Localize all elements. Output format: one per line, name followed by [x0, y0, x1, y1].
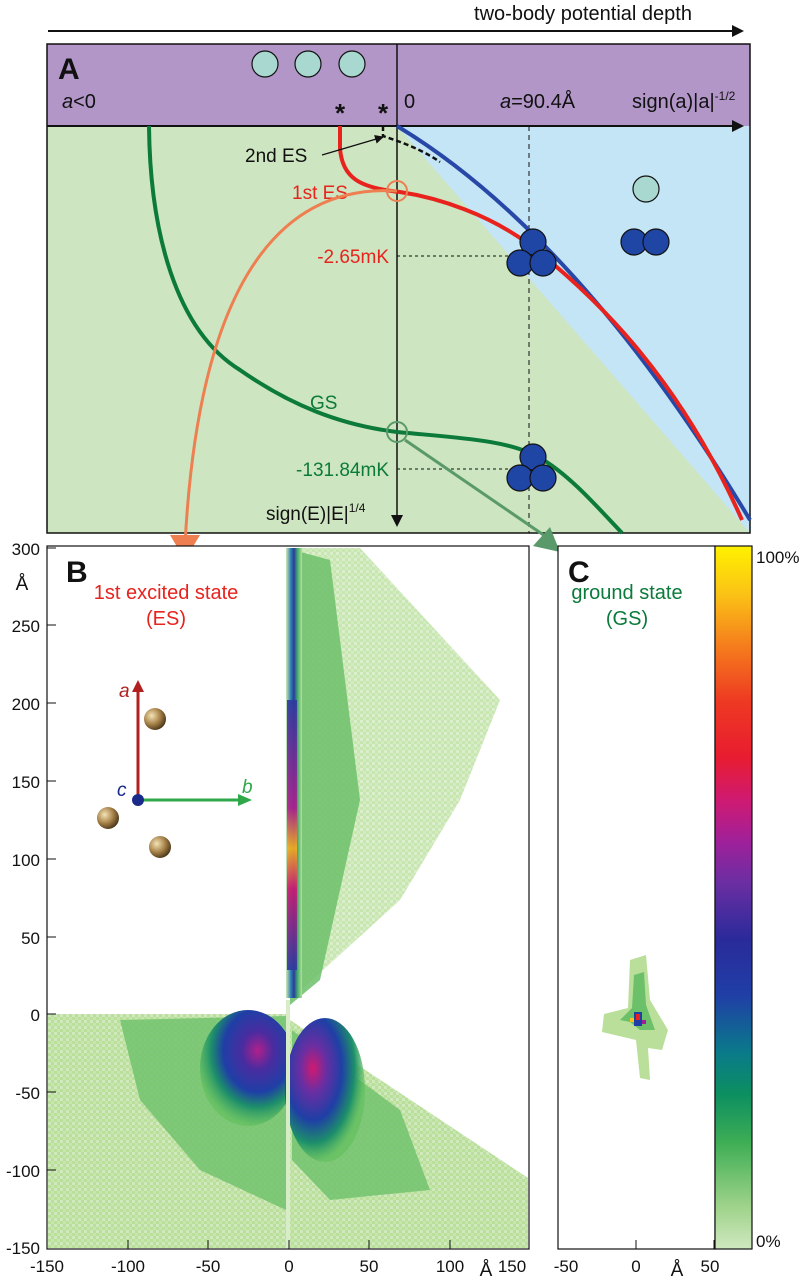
gs-connector-arrowhead	[533, 527, 560, 552]
x-tick-label: -150	[30, 1257, 64, 1276]
panel-b-x-axis: -150 -100 -50 0 50 100 150 Å	[30, 1240, 526, 1280]
atom-ball-icon	[97, 807, 119, 829]
atom-icon	[251, 50, 279, 78]
gs-density-peak	[636, 1014, 640, 1020]
a-axis-label: a	[119, 681, 130, 702]
panel-b: B 1st excited state (ES) a b c	[6, 540, 530, 1280]
y-axis-label: sign(E)|E|1/4	[266, 501, 366, 525]
a-value-label: a=90.4Å	[500, 90, 576, 113]
gs-energy: -131.84mK	[296, 460, 389, 481]
y-tick-label: -50	[15, 1084, 40, 1103]
panel-c-title-1: ground state	[571, 582, 682, 604]
y-tick-label: 300	[12, 540, 40, 559]
y-tick-label: 150	[12, 773, 40, 792]
x-tick-label: 50	[360, 1257, 379, 1276]
b-axis-arrowhead	[238, 794, 252, 806]
panel-c: C ground state (GS) -50 0 50 Å	[554, 545, 720, 1280]
y-tick-label: 250	[12, 617, 40, 636]
panel-b-y-axis: 300 250 200 150 100 50 0 -50 -100 -150 Å	[6, 540, 56, 1258]
gs-marker	[386, 421, 408, 443]
y-tick-label: -150	[6, 1239, 40, 1258]
gs-curve	[147, 125, 624, 535]
blue-region	[397, 126, 750, 533]
x-tick-label: 100	[436, 1257, 464, 1276]
a-axis-arrowhead	[132, 680, 144, 692]
zero-label: 0	[404, 91, 415, 113]
first-es-curve	[338, 126, 744, 521]
es-density-upper-mid	[286, 548, 360, 1005]
y-tick-label: 50	[21, 929, 40, 948]
atom-ball-icon	[144, 708, 166, 730]
asterisk-first-es: *	[335, 98, 346, 128]
panel-a-letter: A	[58, 53, 80, 86]
panel-c-title-2: (GS)	[606, 608, 648, 630]
panel-a-frame	[46, 43, 751, 534]
x-tick-label: -100	[111, 1257, 145, 1276]
x-unit-label: Å	[480, 1260, 493, 1280]
colorbar-bottom-label: 0%	[756, 1232, 781, 1251]
x-tick-label: -50	[196, 1257, 221, 1276]
first-es-label: 1st ES	[292, 183, 348, 204]
asterisk-second-es: *	[378, 98, 389, 128]
gs-trimer-icon	[506, 443, 557, 492]
gs-connector-arrow	[404, 438, 546, 538]
header-title: two-body potential depth	[474, 3, 692, 25]
second-es-pointer	[321, 134, 384, 156]
gs-density	[602, 955, 668, 1080]
colorbar-gradient	[714, 545, 753, 1250]
panel-b-title-2: (ES)	[146, 608, 186, 630]
atom-icon	[294, 50, 322, 78]
es-density-blob-right	[285, 1018, 365, 1162]
gs-density-peak	[630, 1018, 634, 1022]
es-density-blob-left	[200, 1010, 296, 1126]
panel-b-title-1: 1st excited state	[94, 582, 239, 604]
a-negative-label: a<0	[62, 91, 96, 113]
first-es-energy: -2.65mK	[317, 247, 389, 268]
x-tick-label: 50	[701, 1257, 720, 1276]
x-tick-label: -50	[554, 1257, 579, 1276]
es-connector-arrow	[183, 189, 398, 546]
es-density-ridge-peak	[287, 700, 297, 970]
gs-density-peak	[642, 1020, 646, 1024]
panel-b-letter: B	[66, 556, 88, 589]
x-axis-label: sign(a)|a|-1/2	[632, 89, 736, 113]
colorbar: 100% 0%	[714, 545, 799, 1251]
colorbar-top-label: 100%	[756, 548, 799, 567]
panel-c-letter: C	[568, 556, 590, 589]
x-unit-label: Å	[671, 1260, 684, 1280]
purple-band	[47, 44, 750, 126]
c-axis-point	[132, 794, 144, 806]
x-tick-label: 0	[631, 1257, 640, 1276]
b-axis-label: b	[242, 777, 253, 798]
atom-icon	[338, 50, 366, 78]
atom-ball-icon	[149, 836, 171, 858]
y-tick-label: -100	[6, 1162, 40, 1181]
second-es-label: 2nd ES	[245, 146, 307, 167]
c-axis-label: c	[117, 780, 127, 801]
gs-density-inner	[620, 972, 655, 1030]
panel-c-frame	[557, 545, 716, 1250]
es-density-gap	[286, 1000, 290, 1248]
y-tick-label: 100	[12, 851, 40, 870]
axes-inset: a b c	[97, 680, 253, 858]
x-tick-label: 0	[284, 1257, 293, 1276]
y-tick-label: 0	[31, 1006, 40, 1025]
es-trimer-icon	[506, 228, 557, 277]
y-tick-label: 200	[12, 695, 40, 714]
x-tick-label: 150	[498, 1257, 526, 1276]
panel-a: A a<0 0 a=90.4Å sign(a)|a|-1/2 * * 2	[46, 43, 752, 535]
gs-label: GS	[310, 393, 337, 414]
dimer-plus-atom-icon	[620, 175, 670, 256]
y-unit-label: Å	[16, 574, 29, 595]
